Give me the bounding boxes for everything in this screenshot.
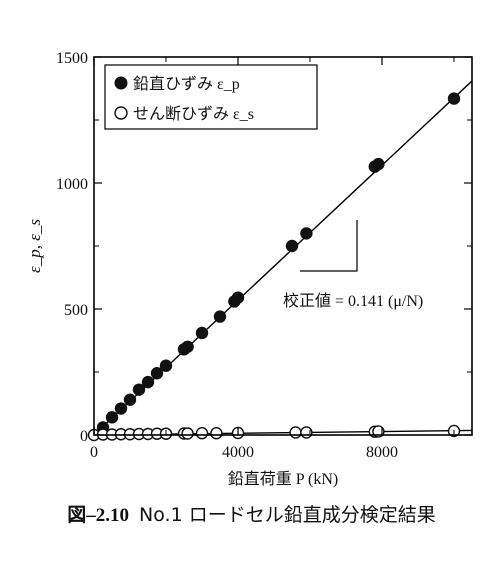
point-vertical-strain-10 [195,326,209,340]
point-shear-strain-11 [195,427,209,440]
point-vertical-strain-9 [181,340,194,353]
x-tick-label-1: 4000 [222,444,254,461]
legend-label-shear-strain: せん断ひずみ ε_s [133,105,254,123]
legend-marker-filled [114,76,128,90]
point-shear-strain-14 [289,426,302,439]
point-vertical-strain-18 [447,92,461,105]
point-vertical-strain-14 [285,239,299,253]
figure-caption: 図–2.10 No.1 ロードセル鉛直成分検定結果 [0,500,503,527]
point-shear-strain-10 [181,427,194,440]
series-marks [87,92,461,442]
point-shear-strain-12 [210,427,223,440]
legend: 鉛直ひずみ ε_p せん断ひずみ ε_s [104,64,318,130]
chart: 0 4000 8000 0 500 1000 1500 鉛直荷重 P (kN) ε_p, ε… [25,50,473,488]
point-vertical-strain-6 [150,367,164,380]
point-vertical-strain-5 [141,375,155,389]
figure-caption-text: No.1 ロードセル鉛直成分検定結果 [139,504,436,526]
legend-label-vertical-strain: 鉛直ひずみ ε_p [133,75,240,93]
y-axis-label: ε_p, ε_s [25,219,44,273]
y-tick-label-0: 0 [80,428,88,445]
legend-box [104,64,318,130]
point-vertical-strain-1 [105,411,119,424]
y-tick-label-1: 500 [64,302,88,319]
point-vertical-strain-15 [300,227,313,240]
axis-tick-labels: 0 4000 8000 0 500 1000 1500 [56,50,398,461]
calibration-annotation: 校正値 = 0.141 (μ/N) [283,292,423,310]
x-tick-label-2: 8000 [366,444,398,461]
point-vertical-strain-3 [123,393,137,406]
y-tick-label-3: 1500 [56,50,88,67]
axis-ticks [93,56,472,436]
annotation-leader-line [300,220,358,272]
point-vertical-strain-17 [372,157,385,171]
x-axis-label: 鉛直荷重 P (kN) [228,470,339,488]
point-vertical-strain-2 [114,402,128,415]
point-vertical-strain-7 [159,359,173,372]
x-tick-label-0: 0 [90,444,98,461]
y-tick-label-2: 1000 [56,176,88,193]
point-vertical-strain-13 [231,291,245,304]
legend-marker-open [114,106,128,120]
figure-number: 図–2.10 [67,505,130,526]
point-vertical-strain-4 [132,383,146,396]
point-vertical-strain-11 [213,310,227,323]
